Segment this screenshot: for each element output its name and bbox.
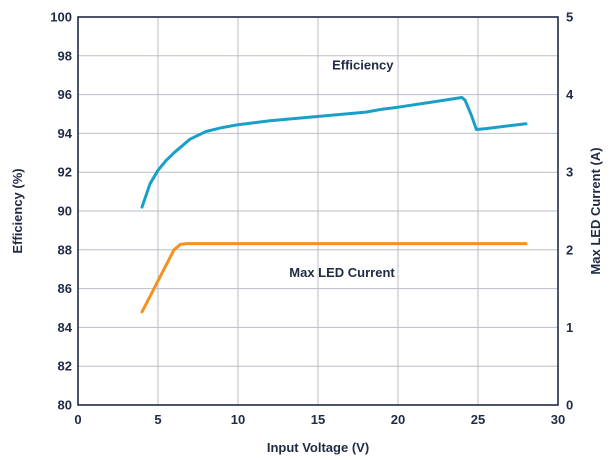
- x-tick-label: 5: [154, 412, 161, 427]
- y-tick-label: 98: [58, 48, 72, 63]
- series-lines: [140, 96, 528, 314]
- y2-tick-label: 2: [566, 242, 573, 257]
- plot-area: [77, 16, 559, 406]
- y-tick-label: 96: [58, 87, 72, 102]
- x-tick-label: 30: [551, 412, 565, 427]
- y-tick-label: 84: [58, 320, 73, 335]
- y-tick-label: 94: [58, 126, 73, 141]
- current-label: Max LED Current: [289, 265, 395, 280]
- y-axis-label: Efficiency (%): [10, 168, 25, 253]
- y2-tick-label: 4: [566, 87, 574, 102]
- y-tick-label: 88: [58, 242, 72, 257]
- y-tick-label: 100: [50, 10, 72, 25]
- y2-tick-label: 5: [566, 10, 573, 25]
- x-tick-label: 0: [74, 412, 81, 427]
- y-tick-label: 80: [58, 398, 72, 413]
- y-tick-label: 92: [58, 165, 72, 180]
- y2-tick-label: 1: [566, 320, 573, 335]
- series-line-efficiency: [140, 96, 528, 209]
- y-tick-label: 82: [58, 359, 72, 374]
- y-tick-label: 90: [58, 204, 72, 219]
- y2-tick-label: 3: [566, 165, 573, 180]
- efficiency-label: Efficiency: [332, 57, 394, 72]
- x-tick-label: 10: [231, 412, 245, 427]
- gridlines: [78, 17, 558, 405]
- series-line-max-led-current: [140, 242, 528, 314]
- y-tick-label: 86: [58, 281, 72, 296]
- y2-tick-label: 0: [566, 398, 573, 413]
- x-tick-label: 15: [311, 412, 325, 427]
- x-tick-label: 20: [391, 412, 405, 427]
- y2-axis-label: Max LED Current (A): [588, 147, 603, 274]
- x-tick-label: 25: [471, 412, 485, 427]
- x-axis-label: Input Voltage (V): [267, 440, 369, 455]
- annotations: Efficiency Max LED Current: [289, 57, 395, 280]
- tick-labels: 0 5 10 15 20 25 30 80 82 84 86 88 90 92 94 96 98 100 0 1 2 3 4…: [50, 10, 574, 428]
